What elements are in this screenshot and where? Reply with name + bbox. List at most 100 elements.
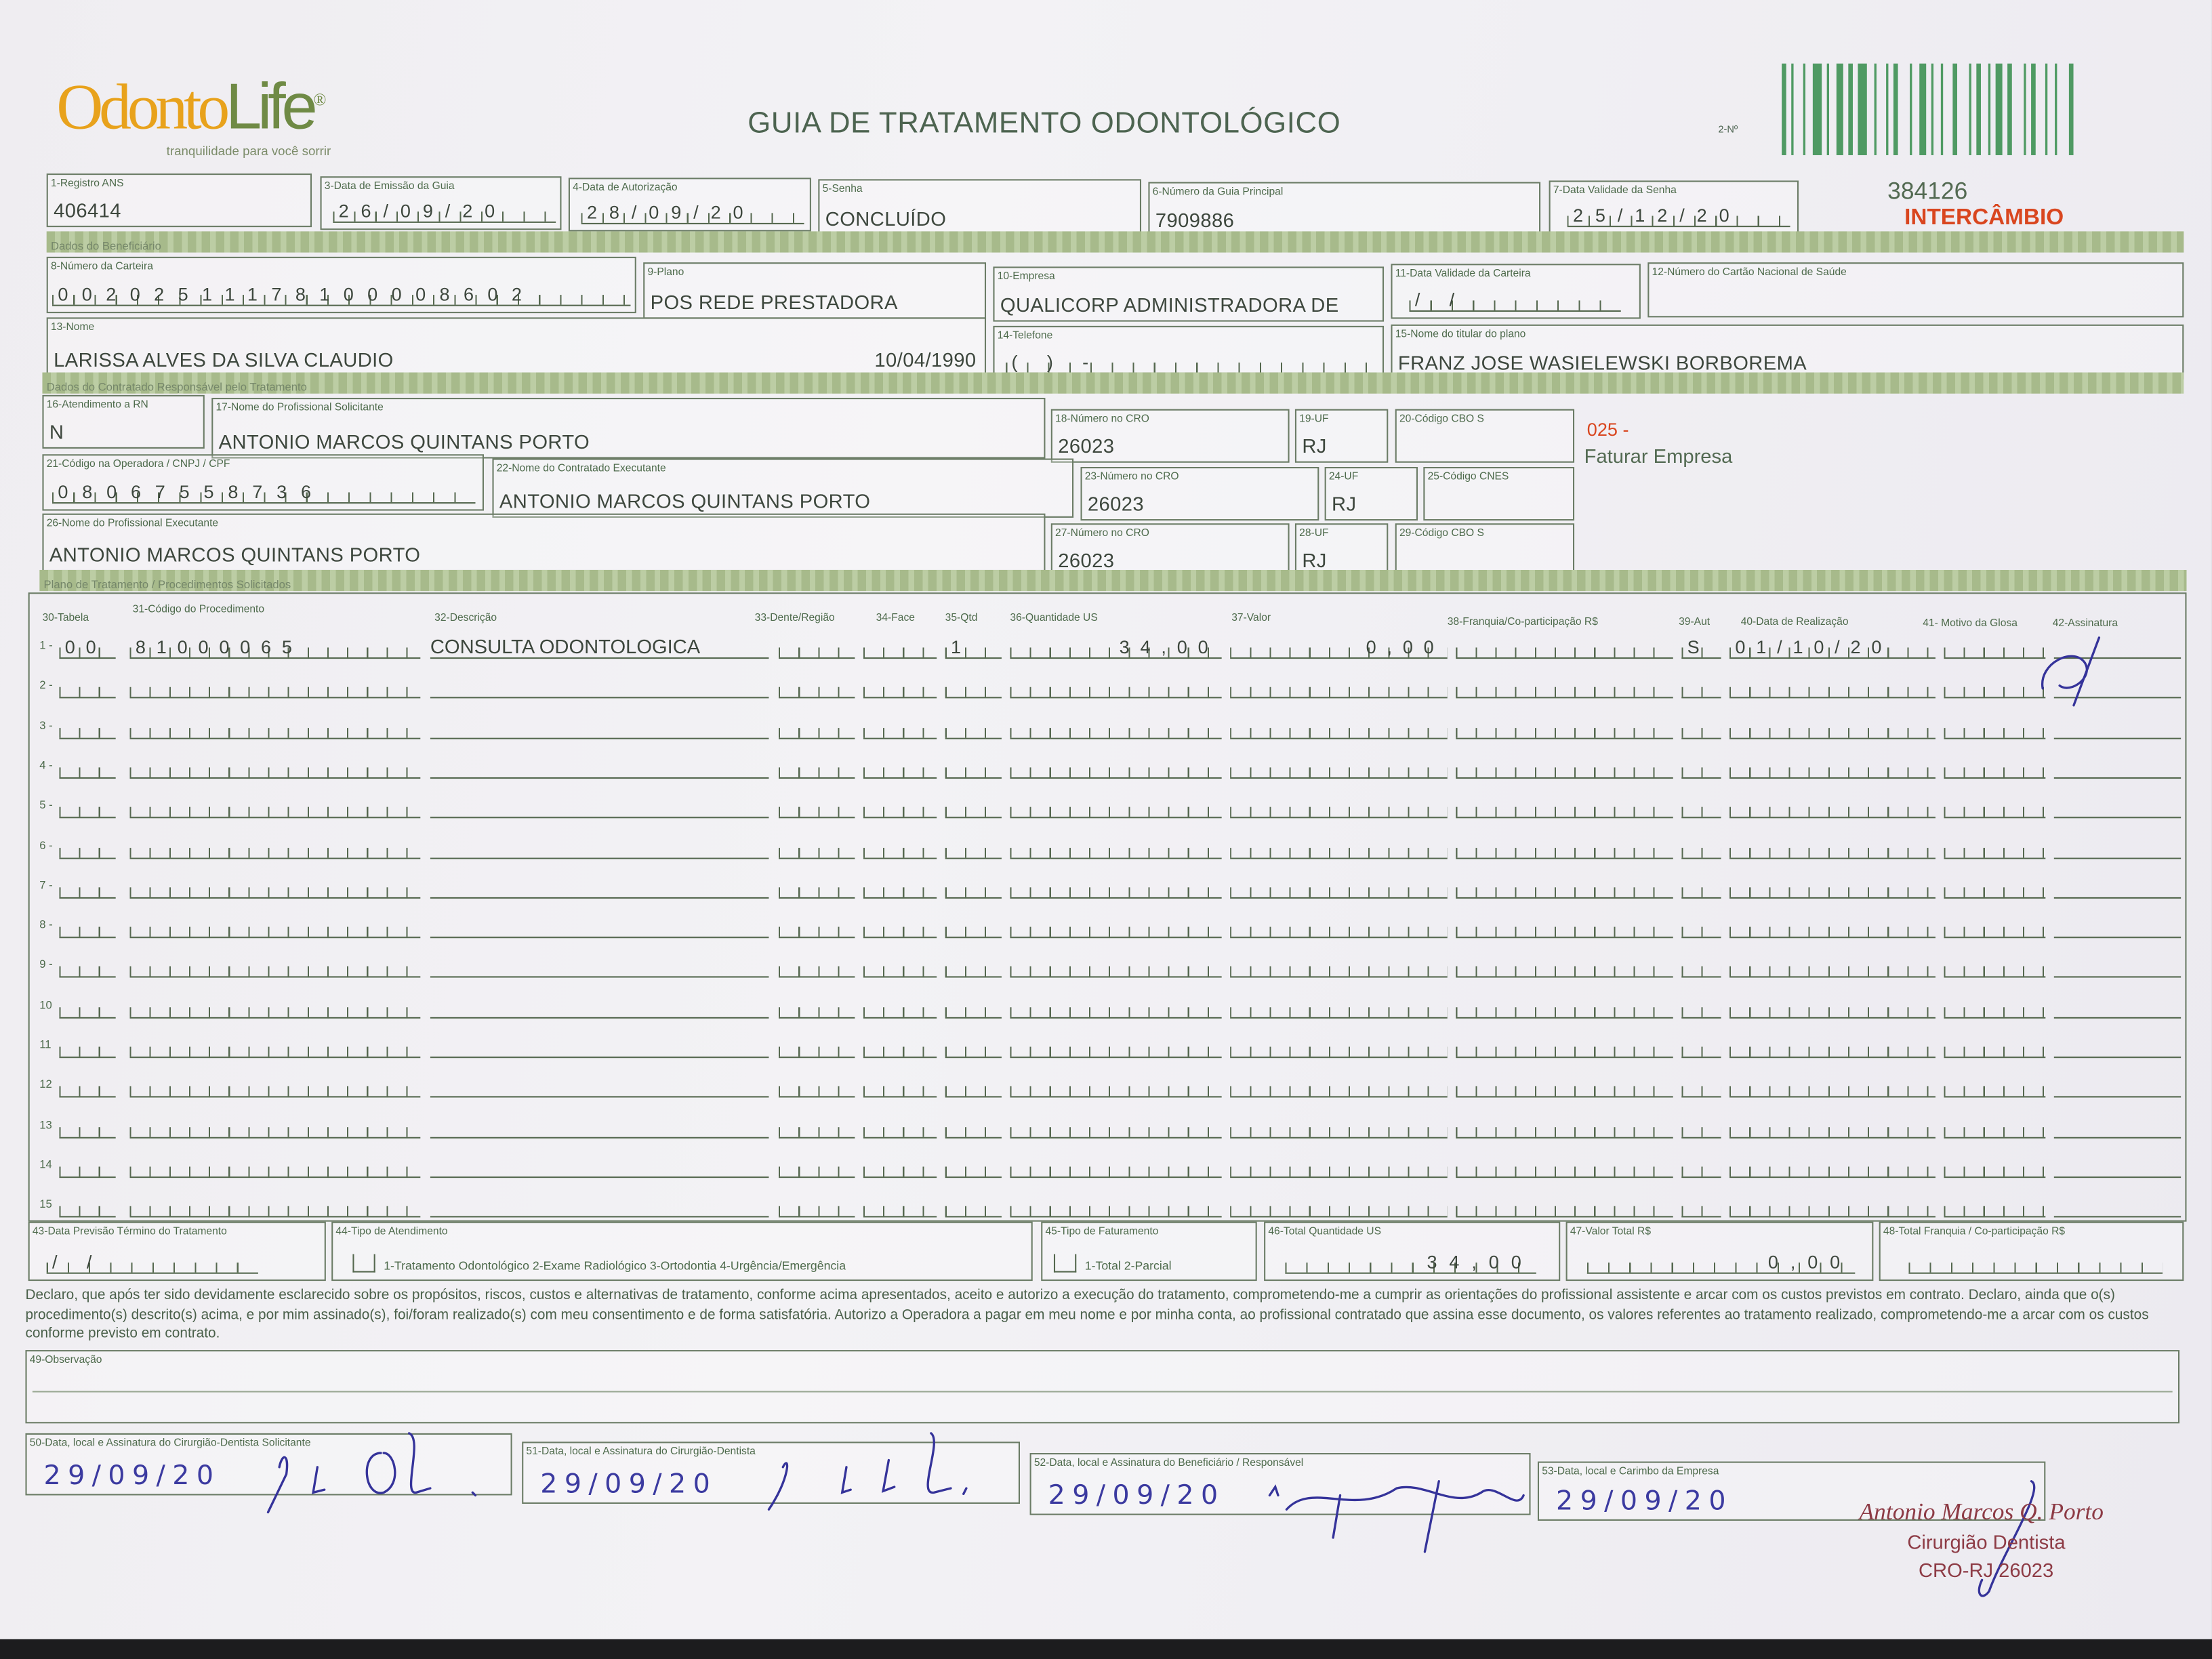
cell-aut[interactable]: [1681, 756, 1721, 779]
cell-franquia[interactable]: [1456, 676, 1673, 699]
cell-valor[interactable]: [1230, 716, 1448, 739]
cell-data[interactable]: [1729, 716, 1936, 739]
cell-assinatura[interactable]: [2053, 1155, 2182, 1178]
field-profissional-solicitante[interactable]: 17-Nome do Profissional Solicitante ANTON…: [211, 398, 1046, 459]
cell-dente[interactable]: [779, 1195, 855, 1218]
cell-dente[interactable]: [779, 1155, 855, 1178]
cell-data[interactable]: [1729, 956, 1936, 979]
cell-descricao[interactable]: [430, 1155, 769, 1178]
cell-face[interactable]: [863, 876, 937, 899]
cell-dente[interactable]: [779, 1075, 855, 1099]
cell-face[interactable]: [863, 1035, 937, 1059]
cell-assinatura[interactable]: [2053, 996, 2182, 1019]
cell-assinatura[interactable]: [2053, 1076, 2182, 1099]
cell-face[interactable]: [863, 995, 937, 1019]
cell-dente[interactable]: [779, 796, 855, 819]
cell-franquia[interactable]: [1456, 1075, 1673, 1099]
cell-franquia[interactable]: [1456, 956, 1673, 979]
cell-qtd[interactable]: [945, 1075, 1002, 1099]
cell-qtd[interactable]: [945, 995, 1002, 1019]
cell-descricao[interactable]: [430, 876, 769, 899]
cell-franquia[interactable]: [1456, 995, 1673, 1019]
signature-beneficiario[interactable]: 52-Data, local e Assinatura do Beneficiá…: [1029, 1453, 1531, 1515]
cell-glosa[interactable]: [1944, 916, 2046, 939]
field-profissional-executante[interactable]: 26-Nome do Profissional Executante ANTONI…: [42, 513, 1046, 572]
field-total-franquia[interactable]: 48-Total Franquia / Co-participação R$: [1879, 1221, 2184, 1282]
field-cro-solicitante[interactable]: 18-Número no CRO 26023: [1050, 409, 1290, 463]
cell-tabela[interactable]: [59, 916, 116, 939]
cell-assinatura[interactable]: [2053, 716, 2182, 739]
cell-qtd[interactable]: [945, 716, 1002, 739]
cell-glosa[interactable]: [1944, 956, 2046, 979]
cell-codigo[interactable]: [129, 796, 421, 819]
cell-aut[interactable]: [1681, 796, 1721, 819]
cell-data[interactable]: [1729, 756, 1936, 779]
cell-dente[interactable]: [779, 756, 855, 779]
field-telefone[interactable]: 14-Telefone ( ) -: [993, 325, 1385, 382]
field-data-emissao[interactable]: 3-Data de Emissão da Guia 26/09/20: [320, 176, 562, 230]
tipo-atendimento-checkbox[interactable]: [352, 1254, 375, 1273]
cell-valor[interactable]: [1230, 836, 1448, 859]
cell-dente[interactable]: [779, 1035, 855, 1059]
cell-codigo[interactable]: [129, 876, 421, 899]
cell-valor[interactable]: [1230, 796, 1448, 819]
cell-descricao[interactable]: [430, 1195, 769, 1218]
cell-qtd[interactable]: [945, 676, 1002, 699]
cell-qtd-us[interactable]: [1010, 796, 1222, 819]
cell-glosa[interactable]: [1944, 716, 2046, 739]
cell-assinatura[interactable]: [2053, 1036, 2182, 1059]
cell-tabela[interactable]: [59, 1035, 116, 1059]
cell-tabela[interactable]: [59, 956, 116, 979]
field-contratado-executante[interactable]: 22-Nome do Contratado Executante ANTONIO …: [492, 458, 1074, 518]
cell-tabela[interactable]: [59, 676, 116, 699]
cell-face[interactable]: [863, 1075, 937, 1099]
cell-franquia[interactable]: [1456, 836, 1673, 859]
field-cartao-nacional-saude[interactable]: 12-Número do Cartão Nacional de Saúde: [1647, 262, 2184, 318]
cell-face[interactable]: [863, 836, 937, 859]
cell-valor[interactable]: [1230, 1075, 1448, 1099]
cell-descricao[interactable]: [430, 956, 769, 979]
cell-tabela[interactable]: [59, 1155, 116, 1178]
field-guia-principal[interactable]: 6-Número da Guia Principal 7909886: [1148, 182, 1541, 237]
cell-aut[interactable]: [1681, 836, 1721, 859]
cell-aut[interactable]: [1681, 995, 1721, 1019]
field-uf-solicitante[interactable]: 19-UF RJ: [1294, 409, 1389, 463]
cell-aut[interactable]: [1681, 716, 1721, 739]
cell-franquia[interactable]: [1456, 716, 1673, 739]
cell-glosa[interactable]: [1944, 796, 2046, 819]
cell-franquia[interactable]: [1456, 916, 1673, 939]
cell-aut[interactable]: [1681, 1075, 1721, 1099]
cell-descricao[interactable]: [430, 1036, 769, 1059]
cell-qtd-us[interactable]: [1010, 1035, 1222, 1059]
cell-qtd-us[interactable]: [1010, 956, 1222, 979]
cell-franquia[interactable]: [1456, 1035, 1673, 1059]
cell-tabela[interactable]: 00: [59, 636, 116, 659]
cell-valor[interactable]: [1230, 916, 1448, 939]
cell-qtd[interactable]: [945, 756, 1002, 779]
cell-aut[interactable]: [1681, 956, 1721, 979]
cell-valor[interactable]: [1230, 995, 1448, 1019]
cell-codigo[interactable]: [129, 916, 421, 939]
field-tipo-faturamento[interactable]: 45-Tipo de Faturamento 1-Total 2-Parcial: [1041, 1221, 1257, 1282]
cell-data[interactable]: [1729, 1035, 1936, 1059]
field-validade-carteira[interactable]: 11-Data Validade da Carteira / /: [1391, 264, 1641, 319]
cell-data[interactable]: [1729, 916, 1936, 939]
cell-aut[interactable]: [1681, 676, 1721, 699]
cell-aut[interactable]: [1681, 1035, 1721, 1059]
cell-data[interactable]: [1729, 676, 1936, 699]
cell-qtd[interactable]: [945, 916, 1002, 939]
cell-codigo[interactable]: [129, 756, 421, 779]
cell-descricao[interactable]: [430, 676, 769, 699]
cell-face[interactable]: [863, 916, 937, 939]
cell-data[interactable]: [1729, 1155, 1936, 1178]
field-valor-total[interactable]: 47-Valor Total R$ 0,00: [1565, 1221, 1874, 1282]
field-uf-contratado[interactable]: 24-UF RJ: [1324, 467, 1418, 521]
cell-qtd[interactable]: [945, 1115, 1002, 1139]
cell-glosa[interactable]: [1944, 836, 2046, 859]
field-total-quantidade-us[interactable]: 46-Total Quantidade US 34,00: [1264, 1221, 1561, 1282]
cell-qtd-us[interactable]: [1010, 716, 1222, 739]
cell-dente[interactable]: [779, 836, 855, 859]
cell-data[interactable]: [1729, 1075, 1936, 1099]
cell-franquia[interactable]: [1456, 1155, 1673, 1178]
cell-data[interactable]: [1729, 796, 1936, 819]
